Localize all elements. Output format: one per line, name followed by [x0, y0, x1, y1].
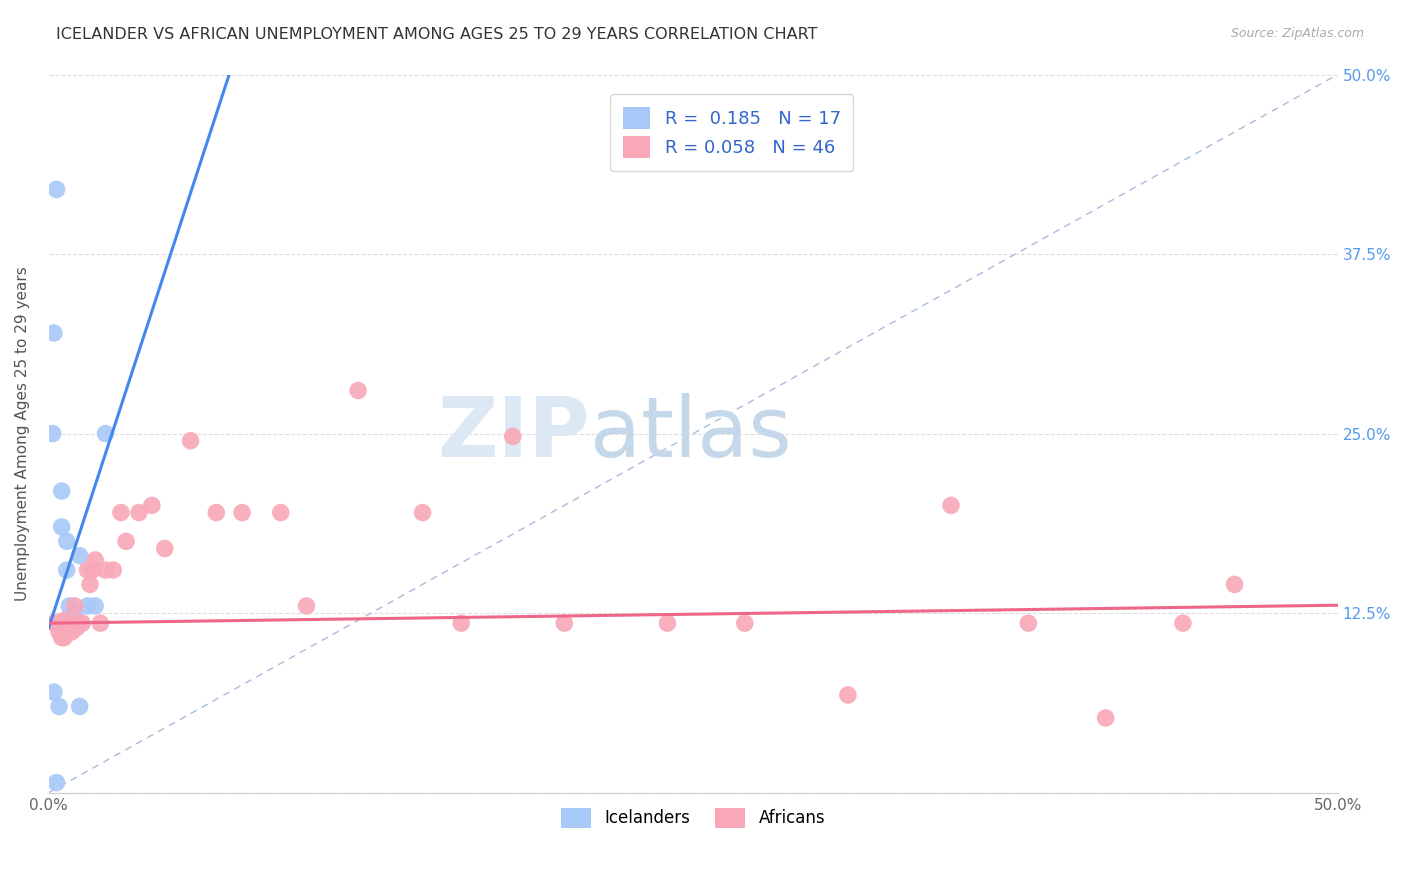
Point — [69, 616, 91, 631]
Point — [42, 326, 65, 340]
Point — [76, 599, 98, 613]
Point — [153, 541, 176, 556]
Point — [553, 616, 575, 631]
Point — [69, 549, 91, 563]
Point — [58, 624, 80, 639]
Point — [1017, 616, 1039, 631]
Point — [347, 384, 370, 398]
Point — [42, 685, 65, 699]
Point — [56, 534, 79, 549]
Point — [48, 624, 70, 639]
Text: atlas: atlas — [591, 393, 792, 474]
Point — [53, 631, 76, 645]
Point — [1223, 577, 1246, 591]
Point — [48, 699, 70, 714]
Point — [51, 520, 73, 534]
Point — [63, 599, 86, 613]
Text: ZIP: ZIP — [437, 393, 591, 474]
Point — [60, 624, 83, 639]
Point — [103, 563, 125, 577]
Point — [450, 616, 472, 631]
Point — [72, 616, 94, 631]
Point — [128, 506, 150, 520]
Point — [42, 616, 65, 631]
Point — [45, 775, 67, 789]
Point — [58, 599, 80, 613]
Point — [1171, 616, 1194, 631]
Text: ICELANDER VS AFRICAN UNEMPLOYMENT AMONG AGES 25 TO 29 YEARS CORRELATION CHART: ICELANDER VS AFRICAN UNEMPLOYMENT AMONG … — [56, 27, 818, 42]
Point — [1094, 711, 1116, 725]
Point — [56, 616, 79, 631]
Point — [110, 506, 132, 520]
Point — [82, 563, 104, 577]
Point — [51, 631, 73, 645]
Point — [45, 616, 67, 631]
Point — [84, 553, 107, 567]
Point — [63, 606, 86, 620]
Point — [63, 616, 86, 631]
Point — [502, 429, 524, 443]
Point — [939, 499, 962, 513]
Point — [76, 563, 98, 577]
Point — [115, 534, 138, 549]
Point — [84, 599, 107, 613]
Point — [657, 616, 679, 631]
Point — [180, 434, 202, 448]
Point — [53, 613, 76, 627]
Point — [837, 688, 859, 702]
Point — [412, 506, 434, 520]
Point — [51, 616, 73, 631]
Point — [45, 182, 67, 196]
Point — [51, 483, 73, 498]
Point — [66, 620, 89, 634]
Point — [48, 616, 70, 631]
Legend: Icelanders, Africans: Icelanders, Africans — [554, 801, 832, 835]
Point — [79, 577, 101, 591]
Point — [295, 599, 318, 613]
Point — [89, 616, 111, 631]
Point — [205, 506, 228, 520]
Point — [41, 426, 63, 441]
Point — [69, 699, 91, 714]
Point — [270, 506, 292, 520]
Point — [231, 506, 253, 520]
Y-axis label: Unemployment Among Ages 25 to 29 years: Unemployment Among Ages 25 to 29 years — [15, 266, 30, 601]
Point — [141, 499, 163, 513]
Point — [56, 563, 79, 577]
Point — [94, 563, 117, 577]
Point — [94, 426, 117, 441]
Text: Source: ZipAtlas.com: Source: ZipAtlas.com — [1230, 27, 1364, 40]
Point — [734, 616, 756, 631]
